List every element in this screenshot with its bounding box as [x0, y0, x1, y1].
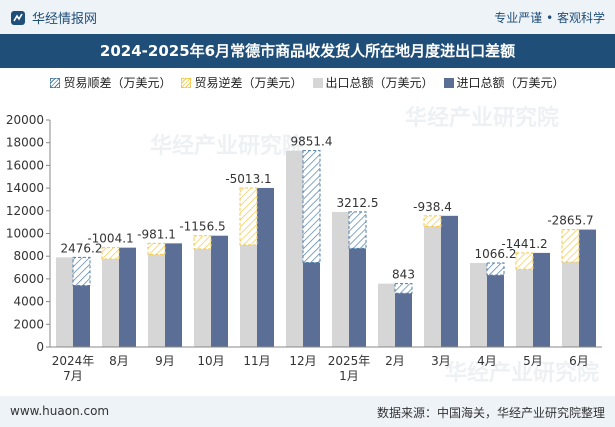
legend-export-swatch — [312, 77, 323, 88]
surplus-bar — [486, 262, 505, 276]
y-tick-label: 8000 — [13, 249, 44, 263]
export-bar — [56, 257, 73, 347]
chart-title: 2024-2025年6月常德市商品收发货人所在地月度进出口差额 — [0, 34, 615, 68]
bars: 2476.2-1004.1 -981.1-1156.5 -5013.1 9851.4 3… — [56, 135, 596, 347]
balance-label: 1066.2 — [475, 247, 517, 261]
balance-label: -1004.1 — [87, 232, 133, 246]
footer: www.huaon.com 数据来源：中国海关，华经产业研究院整理 — [0, 396, 615, 427]
import-bar — [441, 215, 458, 347]
brand-logo-icon — [11, 10, 25, 25]
y-tick-label: 18000 — [6, 136, 44, 150]
import-bar — [303, 262, 320, 347]
export-bar — [424, 226, 441, 347]
export-bar — [148, 254, 165, 347]
import-bar — [533, 252, 550, 347]
export-bar — [194, 248, 211, 347]
balance-label: -1441.2 — [501, 237, 547, 251]
import-bar — [211, 235, 228, 347]
y-tick-label: 6000 — [13, 272, 44, 286]
balance-label: -1156.5 — [179, 220, 225, 234]
import-bar — [487, 275, 504, 347]
balance-label: -981.1 — [137, 227, 176, 241]
x-category-label: 10月 — [197, 354, 224, 368]
legend-import-label: 进口总额（万美元） — [456, 76, 565, 90]
import-bar — [119, 247, 136, 347]
x-category-label: 9月 — [155, 354, 175, 368]
export-bar — [286, 150, 303, 347]
x-category-label: 2025年 1月 — [328, 354, 371, 383]
y-axis: 0 2000 4000 6000 8000 10000 12000 14000 16000 180… — [6, 113, 51, 354]
legend-deficit: 贸易逆差（万美元） — [181, 74, 303, 91]
balance-label: -938.4 — [413, 200, 452, 214]
import-bar — [579, 229, 596, 347]
y-tick-label: 20000 — [6, 113, 44, 127]
x-category-label: 3月 — [431, 354, 451, 368]
export-bar — [562, 262, 579, 347]
brand-name: 华经情报网 — [32, 12, 98, 27]
footer-website[interactable]: www.huaon.com — [10, 404, 110, 418]
export-bar — [102, 259, 119, 347]
legend-import-swatch — [443, 77, 454, 88]
legend-surplus-label: 贸易顺差（万美元） — [63, 76, 172, 90]
x-category-label: 2月 — [385, 354, 405, 368]
import-bar — [395, 293, 412, 347]
export-bar — [516, 269, 533, 347]
deficit-bar — [147, 242, 166, 255]
x-category-label: 8月 — [109, 354, 129, 368]
legend-export: 出口总额（万美元） — [312, 74, 434, 91]
surplus-bar — [72, 256, 91, 286]
balance-label: -2865.7 — [547, 214, 593, 228]
footer-source: 数据来源：中国海关，华经产业研究院整理 — [376, 406, 605, 420]
legend: 贸易顺差（万美元） 贸易逆差（万美元） 出口总额（万美元） 进口总额（万美元） — [0, 74, 615, 91]
x-category-label: 6月 — [569, 354, 589, 368]
chart: 0 2000 4000 6000 8000 10000 12000 14000 16000 180… — [6, 113, 602, 383]
balance-label: 9851.4 — [291, 135, 333, 149]
deficit-bar — [423, 215, 442, 227]
export-bar — [378, 283, 395, 347]
brand: 华经情报网 — [10, 8, 97, 27]
deficit-bar — [561, 229, 580, 263]
deficit-bar — [101, 247, 120, 260]
legend-deficit-swatch — [181, 77, 192, 88]
x-category-label: 12月 — [289, 354, 316, 368]
y-tick-label: 12000 — [6, 204, 44, 218]
import-bar — [165, 243, 182, 347]
x-axis: 2024年 7月 8月 9月 10月 11月 12月 2025年 1月 2月 3月 4月 5月 6月 — [50, 346, 602, 383]
surplus-bar — [394, 283, 413, 294]
import-bar — [73, 285, 90, 347]
export-bar — [332, 211, 349, 347]
export-bar — [470, 263, 487, 347]
x-category-label: 4月 — [477, 354, 497, 368]
deficit-bar — [193, 235, 212, 250]
y-tick-label: 0 — [36, 340, 44, 354]
legend-import: 进口总额（万美元） — [443, 74, 565, 91]
balance-label: -5013.1 — [225, 172, 271, 186]
legend-export-label: 出口总额（万美元） — [325, 76, 434, 90]
surplus-bar — [348, 211, 367, 249]
y-tick-label: 16000 — [6, 158, 44, 172]
x-category-label: 11月 — [243, 354, 270, 368]
tagline: 专业严谨 • 客观科学 — [494, 11, 605, 25]
y-tick-label: 2000 — [13, 317, 44, 331]
y-tick-label: 14000 — [6, 181, 44, 195]
balance-label: 2476.2 — [61, 241, 103, 255]
deficit-bar — [239, 187, 258, 246]
y-tick-label: 4000 — [13, 295, 44, 309]
import-bar — [257, 187, 274, 347]
balance-label: 3212.5 — [337, 196, 379, 210]
surplus-bar — [302, 150, 321, 263]
x-category-label: 5月 — [523, 354, 543, 368]
legend-surplus-swatch — [50, 77, 61, 88]
legend-deficit-label: 贸易逆差（万美元） — [194, 76, 303, 90]
export-bar — [240, 244, 257, 347]
top-bar: 华经情报网 专业严谨 • 客观科学 — [0, 0, 615, 34]
x-category-label: 2024年 7月 — [52, 354, 95, 383]
legend-surplus: 贸易顺差（万美元） — [50, 74, 171, 91]
deficit-bar — [515, 252, 534, 270]
y-tick-label: 10000 — [6, 227, 44, 241]
balance-label: 843 — [392, 268, 415, 282]
import-bar — [349, 248, 366, 347]
